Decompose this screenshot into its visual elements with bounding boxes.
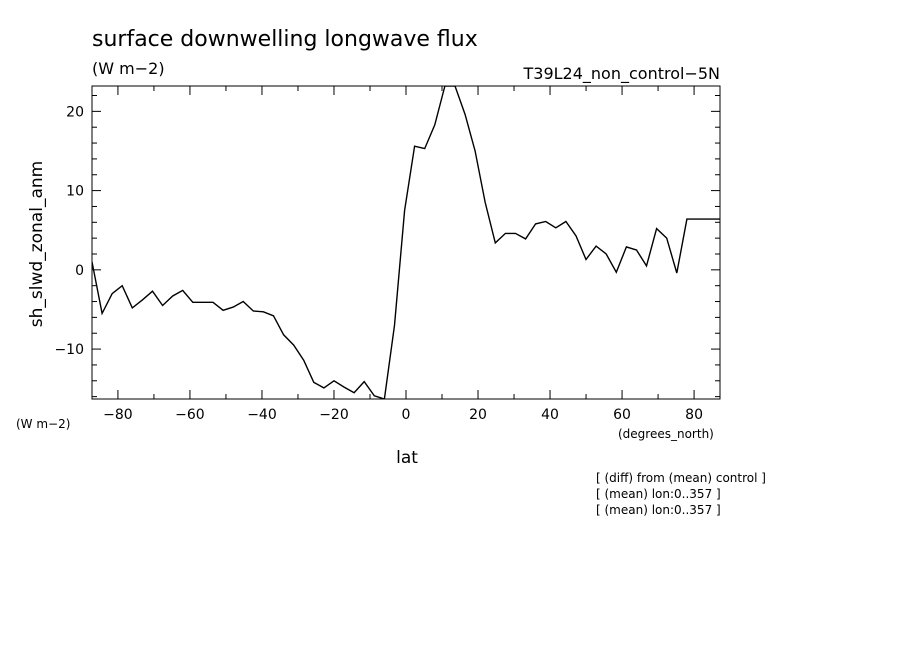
x-tick-label: 60 [613,407,631,423]
plot-area: −80 −60 −40 −20 0 20 40 60 80 −10 0 10 20 [54,85,721,423]
x-tick-label: −40 [247,407,277,423]
y-axis-label: sh_slwd_zonal_anm [27,161,47,327]
x-tick-label: 80 [685,407,703,423]
axis-tick-labels: −80 −60 −40 −20 0 20 40 60 80 −10 0 10 20 [54,104,703,423]
chart-title: surface downwelling longwave flux [92,27,478,52]
x-tick-label: 40 [541,407,559,423]
y-tick-label: 20 [66,104,84,120]
x-axis-label: lat [396,448,418,468]
plot-frame [91,85,721,400]
note-diff: [ (diff) from (mean) control ] [596,471,766,485]
y-tick-label: 0 [75,263,84,279]
dataset-label: T39L24_non_control−5N [523,64,721,84]
x-tick-label: −60 [175,407,205,423]
chart-units: (W m−2) [92,59,165,78]
series-line [92,86,720,399]
x-tick-label: 20 [469,407,487,423]
y-axis-units: (W m−2) [16,417,70,431]
y-tick-label: −10 [54,342,84,358]
x-axis-units: (degrees_north) [618,427,714,441]
x-tick-label: −80 [103,407,133,423]
x-tick-label: 0 [402,407,411,423]
note-mean-lon-1: [ (mean) lon:0..357 ] [596,487,721,501]
y-tick-label: 10 [66,184,84,200]
x-tick-label: −20 [319,407,349,423]
note-mean-lon-2: [ (mean) lon:0..357 ] [596,503,721,517]
axis-ticks [92,86,720,399]
